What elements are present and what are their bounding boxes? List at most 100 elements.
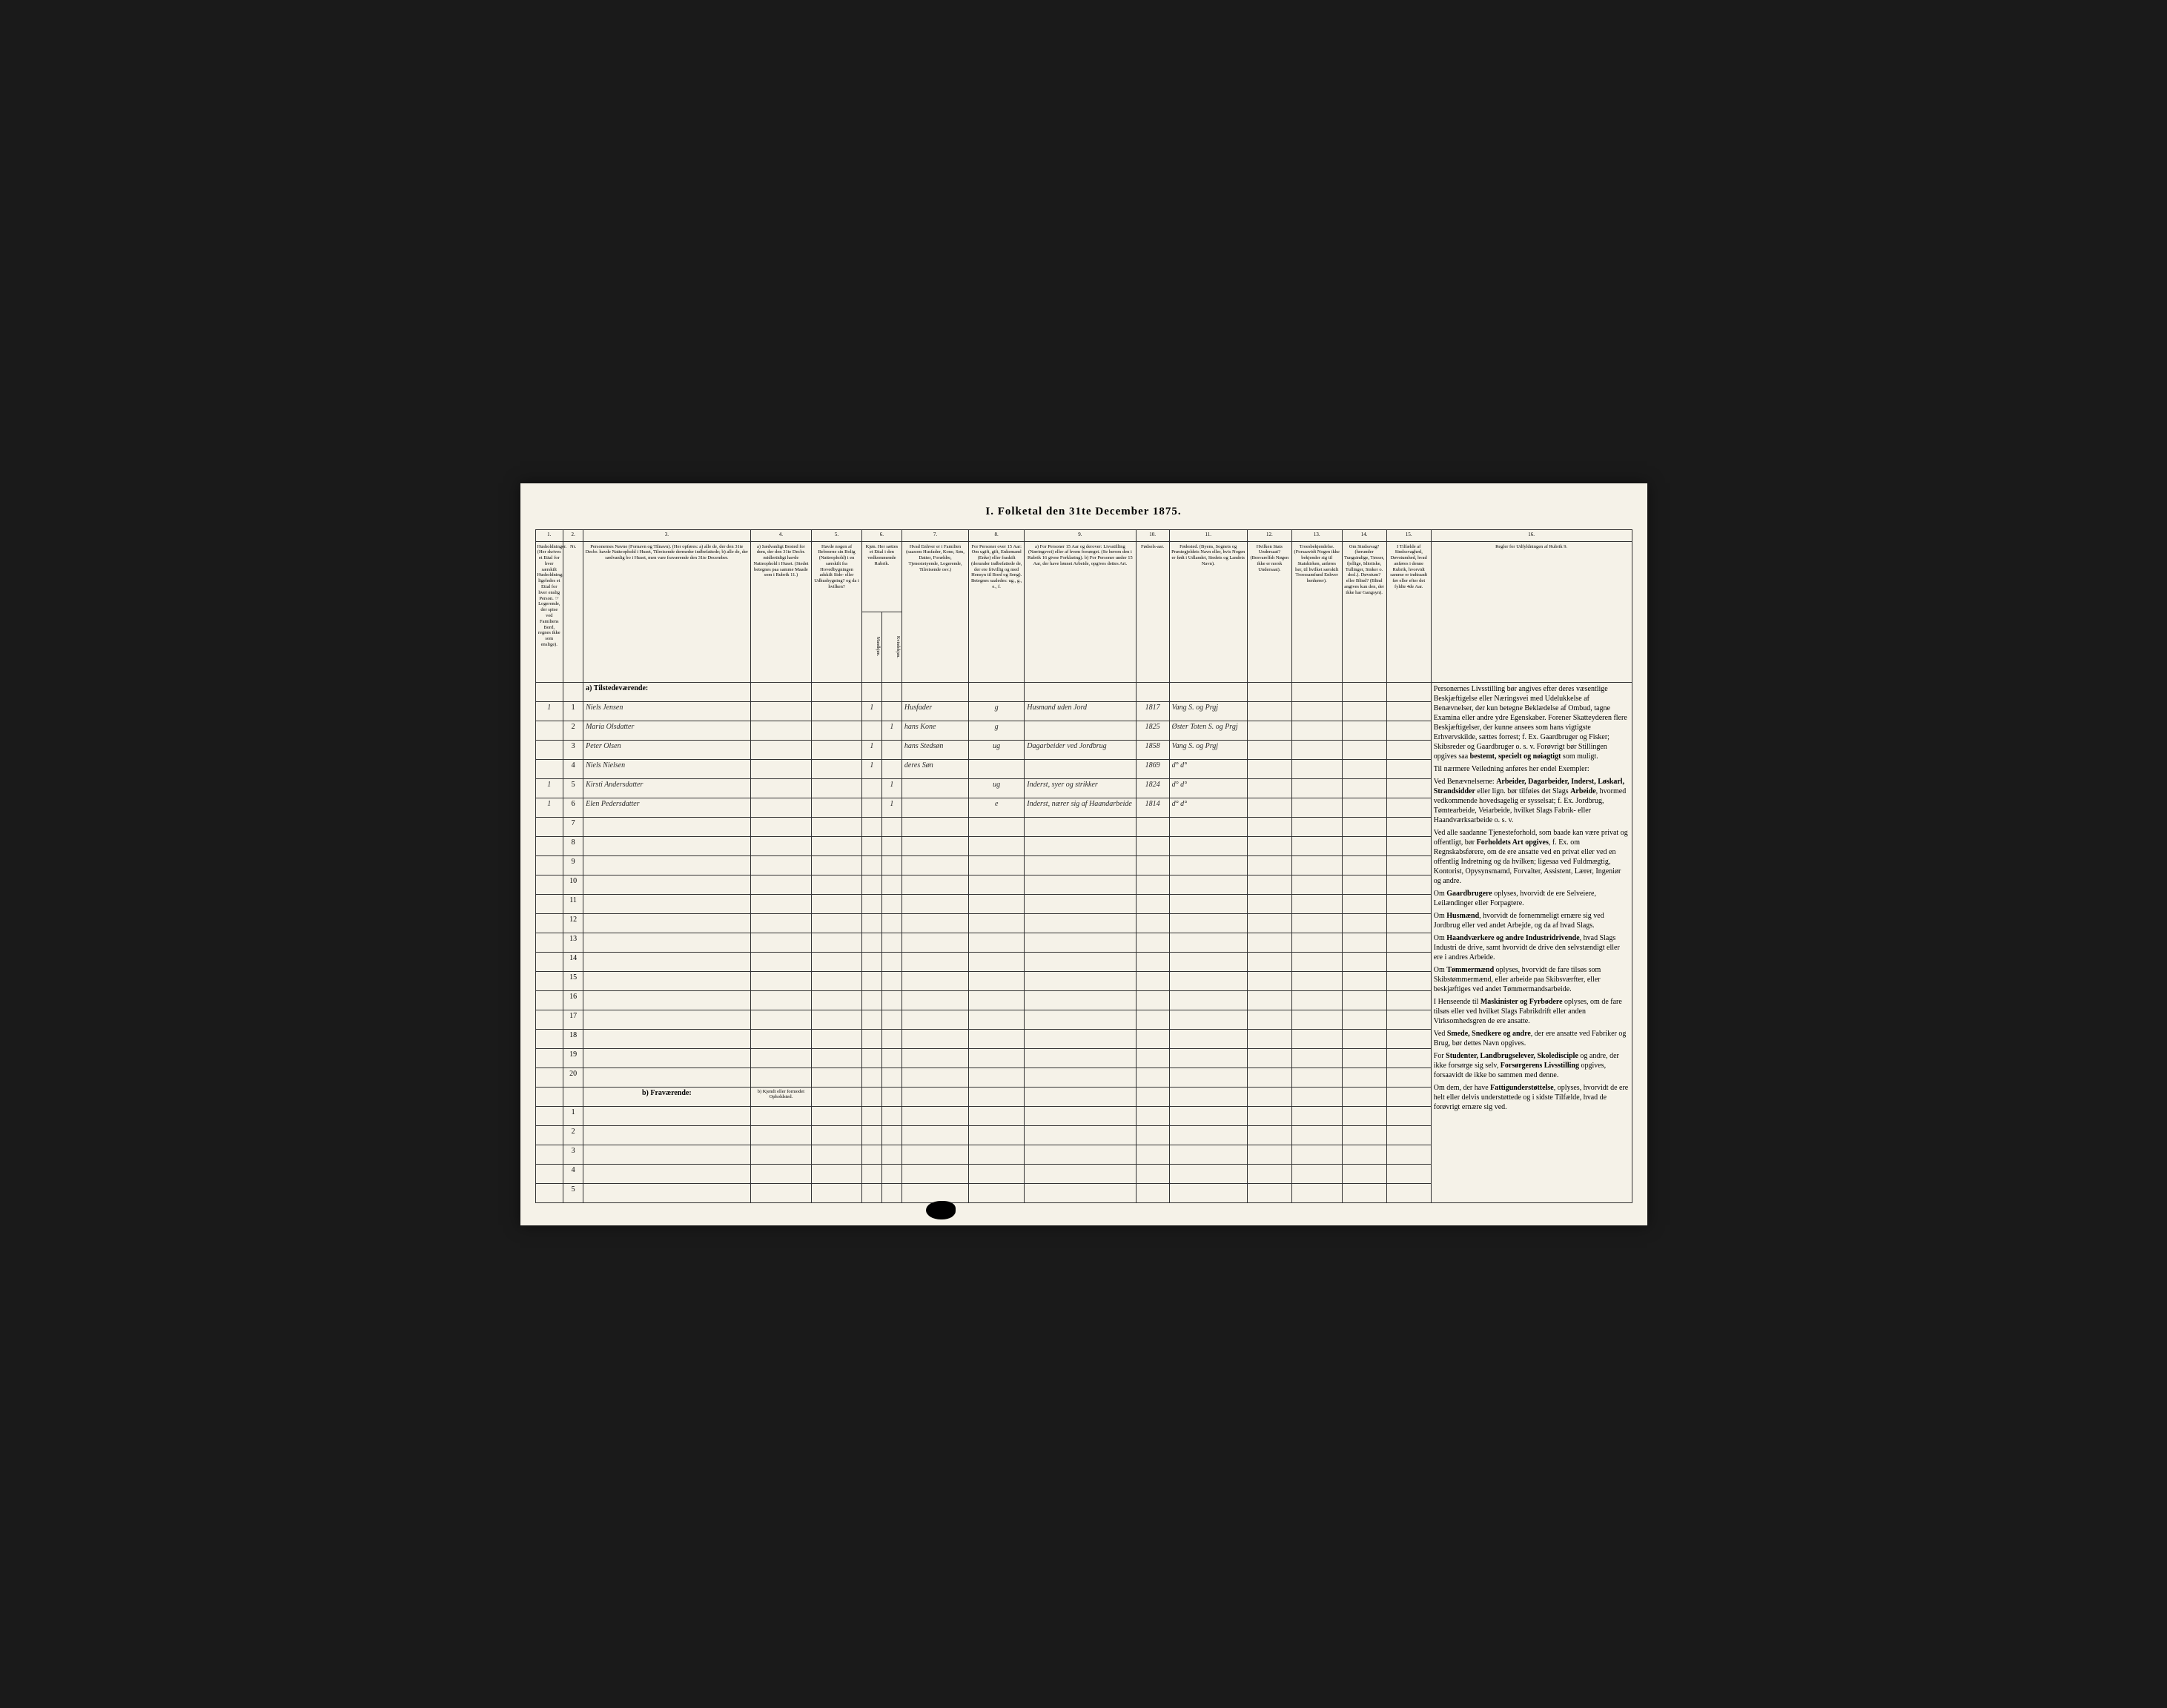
cell-citizen <box>1247 701 1291 721</box>
cell-place: Vang S. og Prgj <box>1169 701 1247 721</box>
col-num: 4. <box>750 529 812 541</box>
cell-occupation <box>1025 721 1136 740</box>
instructions-cell: Personernes Livsstilling bør angives eft… <box>1431 682 1632 1202</box>
header-disability-age: I Tilfælde af Sindssvaghed, Døvstumhed, … <box>1386 541 1431 682</box>
cell-religion <box>1291 798 1342 817</box>
cell-place: d° d° <box>1169 798 1247 817</box>
cell-rownum: 13 <box>563 933 583 952</box>
header-rules: Regler for Udfyldningen af Rubrik 9. <box>1431 541 1632 682</box>
header-birthplace: Fødested. (Byens, Sognets og Præstegjeld… <box>1169 541 1247 682</box>
cell-religion <box>1291 721 1342 740</box>
cell-rownum: 1 <box>563 701 583 721</box>
cell-rownum: 4 <box>563 759 583 778</box>
cell-citizen <box>1247 721 1291 740</box>
cell-outbuilding <box>812 759 862 778</box>
cell-name: Niels Jensen <box>583 701 750 721</box>
cell-male: 1 <box>861 701 881 721</box>
cell-role <box>901 798 968 817</box>
cell-male <box>861 721 881 740</box>
cell-name: Elen Pedersdatter <box>583 798 750 817</box>
header-family-role: Hvad Enhver er i Familien (saasom Husfad… <box>901 541 968 682</box>
col-num: 9. <box>1025 529 1136 541</box>
header-citizenship: Hvilken Stats Undersaat? (Besvarelfsh Nø… <box>1247 541 1291 682</box>
cell-rownum: 8 <box>563 836 583 855</box>
col-num: 3. <box>583 529 750 541</box>
table-body: a) Tilstedeværende: Personernes Livsstil… <box>535 682 1632 1202</box>
cell-disability <box>1342 701 1386 721</box>
header-birthyear: Fødsels-aar. <box>1136 541 1169 682</box>
cell-occupation: Inderst, syer og strikker <box>1025 778 1136 798</box>
cell-name: Maria Olsdatter <box>583 721 750 740</box>
col-num: 6. <box>861 529 901 541</box>
cell-male <box>861 798 881 817</box>
cell-household: 1 <box>535 778 563 798</box>
cell-rownum: 6 <box>563 798 583 817</box>
cell-rownum: 4 <box>563 1164 583 1183</box>
cell-occupation: Dagarbeider ved Jordbrug <box>1025 740 1136 759</box>
cell-marital: g <box>969 701 1025 721</box>
document-title: I. Folketal den 31te December 1875. <box>535 506 1632 518</box>
census-document: I. Folketal den 31te December 1875. 1. 2… <box>520 483 1647 1225</box>
header-names: Personernes Navne (Fornavn og Tilnavn). … <box>583 541 750 682</box>
cell-rownum: 9 <box>563 855 583 875</box>
cell-female: 1 <box>881 778 901 798</box>
col-num: 10. <box>1136 529 1169 541</box>
cell-citizen <box>1247 759 1291 778</box>
cell-rownum: 1 <box>563 1106 583 1125</box>
cell-marital: ug <box>969 778 1025 798</box>
col-num: 13. <box>1291 529 1342 541</box>
cell-religion <box>1291 701 1342 721</box>
cell-female <box>881 740 901 759</box>
col-num: 16. <box>1431 529 1632 541</box>
header-marital: For Personer over 15 Aar: Om ugift, gift… <box>969 541 1025 682</box>
section-a-label: a) Tilstedeværende: <box>583 682 750 701</box>
header-nr: Nr. <box>563 541 583 682</box>
cell-role: deres Søn <box>901 759 968 778</box>
section-b-col4: b) Kjendt eller formodet Opholdsted. <box>750 1087 812 1106</box>
cell-rownum: 2 <box>563 1125 583 1145</box>
cell-rownum: 2 <box>563 721 583 740</box>
header-male: Mandkjøn. <box>861 612 881 682</box>
col-num: 7. <box>901 529 968 541</box>
cell-disability-age <box>1386 721 1431 740</box>
cell-year: 1814 <box>1136 798 1169 817</box>
cell-rownum: 20 <box>563 1068 583 1087</box>
col-num: 15. <box>1386 529 1431 541</box>
header-residence: a) Sædvanligt Bosted for dem, der den 31… <box>750 541 812 682</box>
cell-female <box>881 759 901 778</box>
cell-residence <box>750 759 812 778</box>
census-table: 1. 2. 3. 4. 5. 6. 7. 8. 9. 10. 11. 12. 1… <box>535 529 1632 1203</box>
cell-disability-age <box>1386 798 1431 817</box>
cell-name: Peter Olsen <box>583 740 750 759</box>
cell-religion <box>1291 778 1342 798</box>
cell-outbuilding <box>812 701 862 721</box>
cell-rownum: 5 <box>563 1183 583 1202</box>
cell-disability <box>1342 721 1386 740</box>
cell-female: 1 <box>881 798 901 817</box>
cell-citizen <box>1247 740 1291 759</box>
cell-role: hans Kone <box>901 721 968 740</box>
col-num: 12. <box>1247 529 1291 541</box>
cell-rownum: 18 <box>563 1029 583 1048</box>
col-num: 1. <box>535 529 563 541</box>
cell-role: Husfader <box>901 701 968 721</box>
cell-household <box>535 721 563 740</box>
column-number-row: 1. 2. 3. 4. 5. 6. 7. 8. 9. 10. 11. 12. 1… <box>535 529 1632 541</box>
cell-residence <box>750 778 812 798</box>
col-num: 5. <box>812 529 862 541</box>
cell-rownum: 3 <box>563 740 583 759</box>
cell-rownum: 16 <box>563 990 583 1010</box>
cell-female <box>881 701 901 721</box>
cell-household <box>535 740 563 759</box>
header-households: Husholdninger. (Her skrives et Ettal for… <box>535 541 563 682</box>
cell-citizen <box>1247 778 1291 798</box>
col-num: 2. <box>563 529 583 541</box>
cell-household <box>535 759 563 778</box>
cell-rownum: 12 <box>563 913 583 933</box>
cell-rownum: 7 <box>563 817 583 836</box>
header-occupation: a) For Personer 15 Aar og derover: Livss… <box>1025 541 1136 682</box>
cell-outbuilding <box>812 740 862 759</box>
cell-year: 1825 <box>1136 721 1169 740</box>
cell-household: 1 <box>535 701 563 721</box>
header-disability: Om Sindssvag? (herunder Tungsindige, Tøs… <box>1342 541 1386 682</box>
